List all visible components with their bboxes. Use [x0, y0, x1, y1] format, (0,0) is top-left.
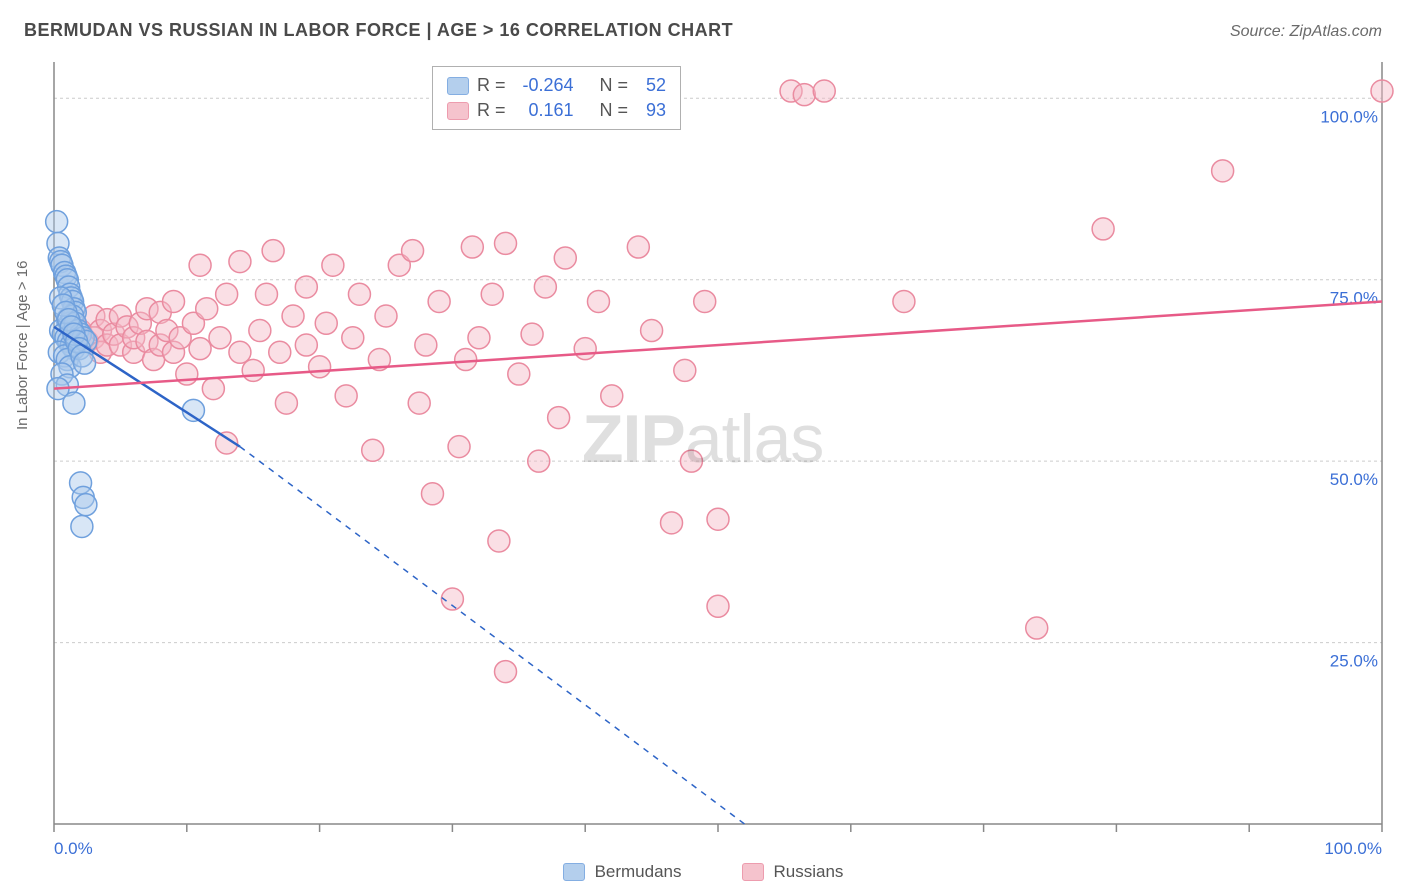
data-point [793, 84, 815, 106]
data-point [1371, 80, 1393, 102]
data-point [468, 327, 490, 349]
stat-label-n: N = [600, 75, 629, 96]
series-swatch [447, 102, 469, 120]
stats-row: R = 0.161 N = 93 [447, 98, 666, 123]
data-point [216, 283, 238, 305]
data-point [528, 450, 550, 472]
data-point [335, 385, 357, 407]
data-point [521, 323, 543, 345]
data-point [46, 211, 68, 233]
y-tick-label: 100.0% [1320, 107, 1378, 126]
data-point [574, 338, 596, 360]
data-point [707, 508, 729, 530]
data-point [209, 327, 231, 349]
data-point [481, 283, 503, 305]
series-swatch [447, 77, 469, 95]
data-point [601, 385, 623, 407]
data-point [495, 661, 517, 683]
data-point [309, 356, 331, 378]
legend-item: Bermudans [563, 862, 682, 882]
data-point [893, 290, 915, 312]
data-point [196, 298, 218, 320]
regression-line [54, 301, 1382, 388]
regression-line-extrapolated [240, 447, 745, 824]
data-point [461, 236, 483, 258]
data-point [402, 240, 424, 262]
data-point [661, 512, 683, 534]
stat-value-n: 52 [636, 75, 666, 96]
data-point [554, 247, 576, 269]
correlation-chart: 25.0%50.0%75.0%100.0%0.0%100.0% [0, 0, 1406, 892]
stats-row: R = -0.264 N = 52 [447, 73, 666, 98]
data-point [282, 305, 304, 327]
data-point [448, 436, 470, 458]
legend-label: Russians [774, 862, 844, 882]
data-point [455, 349, 477, 371]
data-point [163, 290, 185, 312]
legend-swatch [742, 863, 764, 881]
data-point [1092, 218, 1114, 240]
data-point [74, 352, 96, 374]
x-tick-label: 0.0% [54, 839, 93, 858]
data-point [587, 290, 609, 312]
bottom-legend: Bermudans Russians [0, 862, 1406, 882]
data-point [408, 392, 430, 414]
legend-swatch [563, 863, 585, 881]
data-point [295, 276, 317, 298]
data-point [342, 327, 364, 349]
data-point [322, 254, 344, 276]
data-point [548, 407, 570, 429]
data-point [641, 320, 663, 342]
stats-legend-box: R = -0.264 N = 52 R = 0.161 N = 93 [432, 66, 681, 130]
stat-value-r: 0.161 [514, 100, 574, 121]
data-point [202, 378, 224, 400]
data-point [189, 254, 211, 276]
y-tick-label: 50.0% [1330, 470, 1378, 489]
data-point [362, 439, 384, 461]
data-point [176, 363, 198, 385]
data-point [375, 305, 397, 327]
data-point [189, 338, 211, 360]
data-point [249, 320, 271, 342]
data-point [229, 341, 251, 363]
data-point [75, 494, 97, 516]
data-point [415, 334, 437, 356]
data-point [63, 392, 85, 414]
y-tick-label: 25.0% [1330, 652, 1378, 671]
data-point [488, 530, 510, 552]
data-point [428, 290, 450, 312]
legend-item: Russians [742, 862, 844, 882]
data-point [627, 236, 649, 258]
data-point [242, 359, 264, 381]
data-point [674, 359, 696, 381]
legend-label: Bermudans [595, 862, 682, 882]
x-tick-label: 100.0% [1324, 839, 1382, 858]
data-point [421, 483, 443, 505]
data-point [534, 276, 556, 298]
data-point [229, 251, 251, 273]
stat-label-n: N = [600, 100, 629, 121]
data-point [275, 392, 297, 414]
data-point [707, 595, 729, 617]
data-point [269, 341, 291, 363]
data-point [315, 312, 337, 334]
data-point [255, 283, 277, 305]
stat-label-r: R = [477, 100, 506, 121]
data-point [1212, 160, 1234, 182]
data-point [295, 334, 317, 356]
data-point [694, 290, 716, 312]
stat-label-r: R = [477, 75, 506, 96]
stat-value-r: -0.264 [514, 75, 574, 96]
data-point [1026, 617, 1048, 639]
data-point [348, 283, 370, 305]
stat-value-n: 93 [636, 100, 666, 121]
data-point [680, 450, 702, 472]
data-point [495, 232, 517, 254]
data-point [71, 515, 93, 537]
data-point [508, 363, 530, 385]
data-point [813, 80, 835, 102]
data-point [262, 240, 284, 262]
